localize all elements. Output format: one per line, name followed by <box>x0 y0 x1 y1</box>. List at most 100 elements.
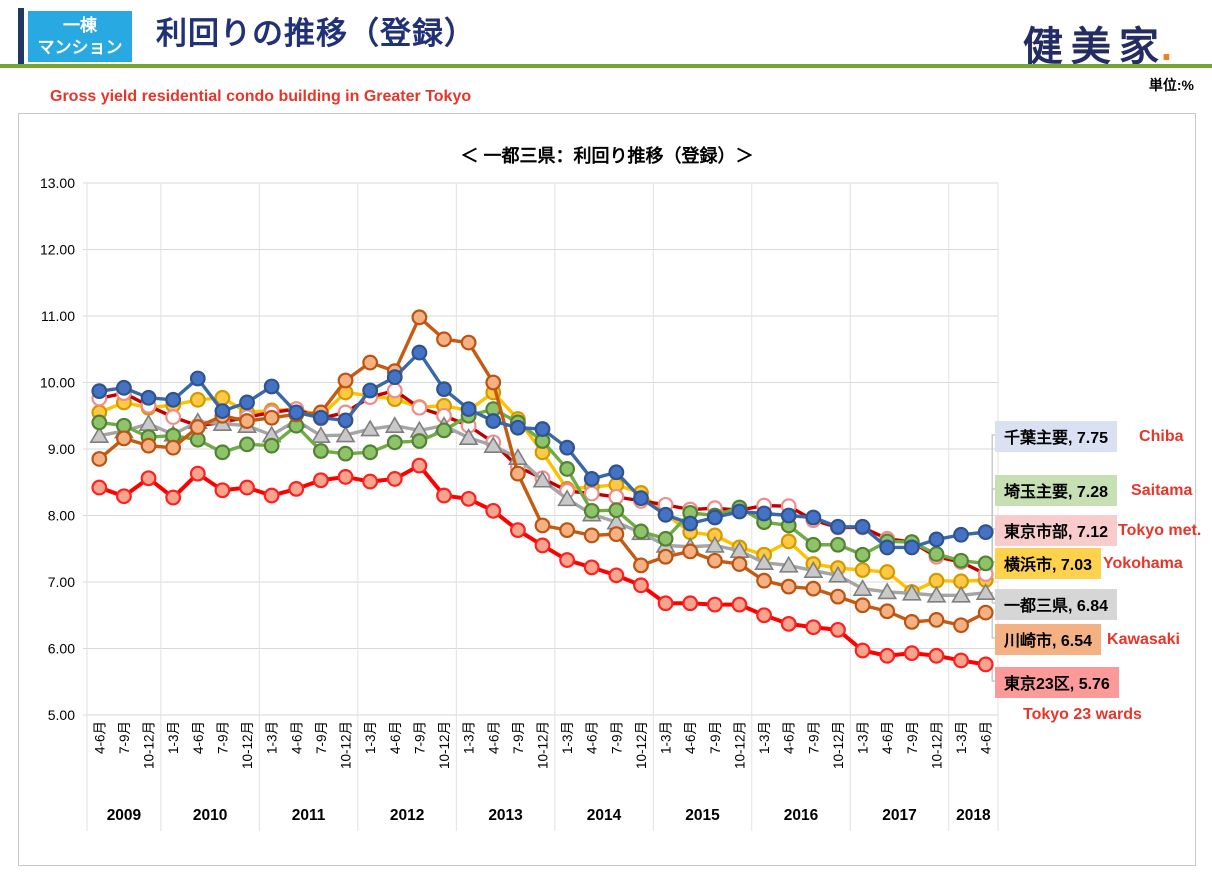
marker-circle-saitama <box>436 422 452 439</box>
marker-circle-kawasaki <box>977 604 994 621</box>
marker-circle-kawasaki <box>879 603 896 620</box>
marker-circle-tokyo-23-wards <box>903 645 920 662</box>
year-label: 2017 <box>882 807 916 824</box>
marker-circle-chiba <box>485 413 502 429</box>
marker-circle-tokyo-23-wards <box>411 457 428 474</box>
marker-circle-kawasaki <box>756 572 772 589</box>
marker-triangle-ittosanken <box>483 436 504 453</box>
marker-circle-tokyo-23-wards <box>436 487 452 504</box>
marker-circle-chiba <box>337 412 354 429</box>
marker-circle-tokyo-23-wards <box>953 652 969 669</box>
legend-annotation-tokyo-23-wards: Tokyo 23 wards <box>1023 706 1142 723</box>
year-label: 2016 <box>784 807 819 824</box>
marker-circle-kawasaki <box>337 372 354 389</box>
header-divider <box>0 64 1212 68</box>
legend-chip-chiba: 千葉主要, 7.75 <box>995 421 1118 452</box>
y-tick-label: 7.00 <box>48 574 75 590</box>
marker-circle-saitama <box>337 445 354 462</box>
marker-circle-chiba <box>460 401 477 418</box>
marker-circle-chiba <box>879 539 896 556</box>
marker-circle-tokyo-23-wards <box>263 487 280 504</box>
y-tick-label: 9.00 <box>48 441 75 457</box>
marker-triangle-ittosanken <box>828 565 848 583</box>
marker-triangle-ittosanken <box>951 585 971 603</box>
marker-circle-tokyo-23-wards <box>854 642 871 659</box>
marker-circle-chiba <box>140 389 157 406</box>
marker-circle-kawasaki <box>706 552 723 569</box>
legend-item-tokyo-met: 東京市部, 7.12 Tokyo met. <box>995 515 1201 546</box>
x-tick-label: 1-3月 <box>659 721 674 754</box>
legend-item-kawasaki: 川崎市, 6.54 Kawasaki <box>995 624 1180 655</box>
marker-circle-tokyo-23-wards <box>805 619 822 636</box>
marker-circle-tokyo-23-wards <box>140 470 157 487</box>
marker-circle-saitama <box>313 443 329 459</box>
marker-triangle-ittosanken <box>975 583 996 600</box>
marker-circle-chiba <box>756 505 772 522</box>
marker-circle-saitama <box>386 434 403 451</box>
x-tick-label: 10-12月 <box>142 721 157 769</box>
legend-annotation-kawasaki: Kawasaki <box>1107 630 1180 648</box>
x-tick-label: 1-3月 <box>954 721 969 754</box>
marker-circle-chiba <box>780 507 797 524</box>
marker-circle-tokyo-23-wards <box>682 595 699 612</box>
marker-circle-kawasaki <box>682 543 699 560</box>
marker-circle-tokyo-23-wards <box>780 615 797 632</box>
year-label: 2013 <box>488 807 523 824</box>
marker-circle-tokyo-23-wards <box>509 522 526 539</box>
marker-circle-tokyo-23-wards <box>116 488 132 505</box>
marker-circle-kawasaki <box>263 409 280 426</box>
marker-circle-saitama <box>214 444 231 461</box>
marker-circle-kawasaki <box>608 526 625 543</box>
header-accent-bar <box>18 8 24 64</box>
marker-circle-chiba <box>411 344 428 361</box>
marker-circle-tokyo-met <box>165 409 182 425</box>
x-tick-label: 4-6月 <box>585 721 600 754</box>
marker-circle-tokyo-23-wards <box>608 567 625 584</box>
marker-circle-kawasaki <box>362 354 379 371</box>
x-tick-label: 10-12月 <box>634 721 649 769</box>
marker-circle-kawasaki <box>559 522 576 539</box>
marker-circle-kawasaki <box>165 439 182 456</box>
x-tick-label: 1-3月 <box>166 721 181 754</box>
marker-circle-chiba <box>805 509 822 526</box>
x-tick-label: 4-6月 <box>289 721 304 754</box>
marker-circle-chiba <box>830 518 846 535</box>
marker-circle-tokyo-23-wards <box>928 647 945 664</box>
y-tick-label: 10.00 <box>40 375 75 391</box>
marker-circle-tokyo-23-wards <box>879 647 896 664</box>
legend-chip-tokyo-23-wards: 東京23区, 5.76 <box>995 667 1119 698</box>
marker-circle-tokyo-23-wards <box>189 465 206 482</box>
marker-circle-saitama <box>583 502 600 519</box>
marker-circle-kawasaki <box>780 578 797 595</box>
legend-annotation-saitama: Saitama <box>1131 481 1193 499</box>
x-tick-label: 10-12月 <box>437 721 452 769</box>
marker-circle-saitama <box>977 555 994 572</box>
marker-circle-chiba <box>731 503 748 520</box>
marker-circle-saitama <box>608 502 625 519</box>
marker-triangle-ittosanken <box>704 535 725 553</box>
marker-circle-tokyo-met <box>608 488 625 505</box>
marker-circle-yokohama <box>189 391 206 408</box>
marker-circle-tokyo-23-wards <box>830 621 846 638</box>
x-tick-label: 7-9月 <box>511 721 526 754</box>
x-tick-label: 4-6月 <box>683 721 698 754</box>
marker-circle-tokyo-met <box>411 399 428 416</box>
marker-circle-chiba <box>313 409 329 426</box>
marker-circle-chiba <box>509 419 526 436</box>
marker-triangle-ittosanken <box>926 585 947 603</box>
marker-circle-saitama <box>239 436 255 453</box>
marker-triangle-ittosanken <box>458 428 479 445</box>
marker-circle-tokyo-23-wards <box>756 607 772 624</box>
marker-circle-tokyo-23-wards <box>583 559 600 576</box>
x-tick-label: 4-6月 <box>486 721 501 754</box>
marker-circle-saitama <box>362 444 379 461</box>
marker-circle-chiba <box>165 391 182 408</box>
marker-triangle-ittosanken <box>901 583 922 601</box>
marker-circle-chiba <box>682 515 699 532</box>
marker-triangle-ittosanken <box>877 582 898 600</box>
marker-circle-tokyo-23-wards <box>214 482 231 499</box>
marker-triangle-ittosanken <box>89 426 110 443</box>
year-label: 2009 <box>107 807 142 824</box>
marker-circle-chiba <box>706 509 723 526</box>
